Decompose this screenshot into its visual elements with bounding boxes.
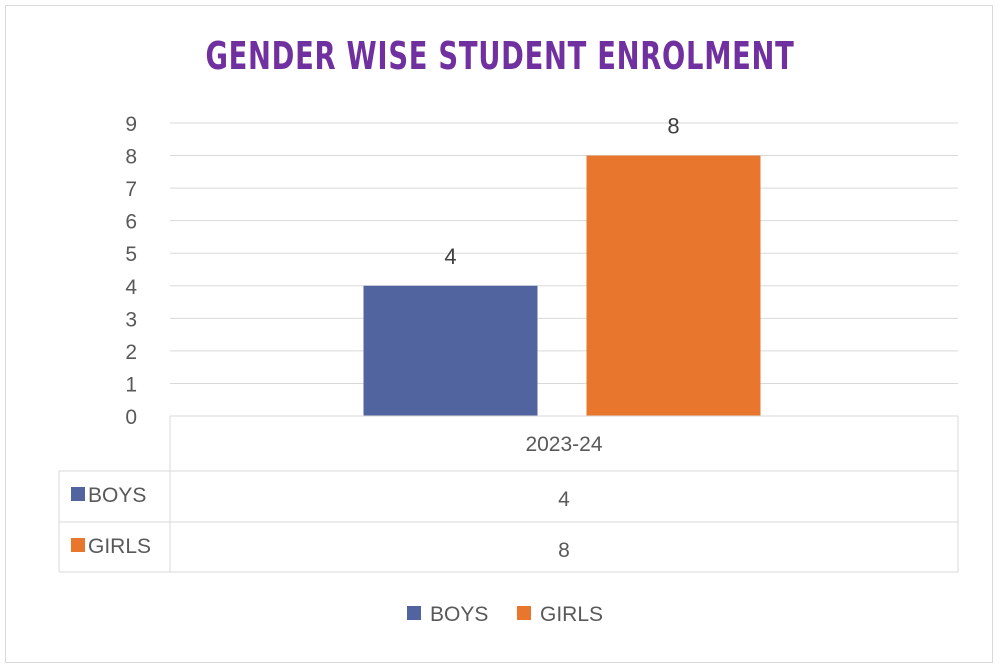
legend-label: GIRLS bbox=[540, 603, 603, 626]
y-tick-label: 6 bbox=[125, 211, 137, 234]
y-tick-label: 1 bbox=[125, 373, 137, 396]
y-tick-label: 4 bbox=[125, 276, 137, 299]
table-value: 8 bbox=[558, 539, 570, 562]
legend-label: BOYS bbox=[430, 603, 488, 626]
data-label: 4 bbox=[444, 244, 456, 269]
table-series-name: BOYS bbox=[88, 484, 146, 507]
y-tick-label: 8 bbox=[125, 146, 137, 169]
chart-frame bbox=[5, 5, 993, 663]
y-tick-label: 2 bbox=[125, 341, 137, 364]
legend-marker-boys bbox=[407, 606, 421, 620]
table-category: 2023-24 bbox=[525, 433, 602, 456]
table-value: 4 bbox=[558, 488, 570, 511]
y-tick-label: 5 bbox=[125, 243, 137, 266]
y-tick-label: 3 bbox=[125, 308, 137, 331]
y-tick-label: 7 bbox=[125, 178, 137, 201]
bar-girls bbox=[586, 155, 761, 417]
legend-key-boys bbox=[71, 487, 85, 501]
legend-marker-girls bbox=[517, 606, 531, 620]
bar-boys bbox=[363, 285, 538, 416]
data-label: 8 bbox=[667, 114, 679, 139]
y-tick-label: 0 bbox=[125, 406, 137, 429]
chart-title: GENDER WISE STUDENT ENROLMENT bbox=[205, 34, 795, 78]
table-series-name: GIRLS bbox=[88, 535, 151, 558]
legend-key-girls bbox=[71, 538, 85, 552]
y-tick-label: 9 bbox=[125, 113, 137, 136]
